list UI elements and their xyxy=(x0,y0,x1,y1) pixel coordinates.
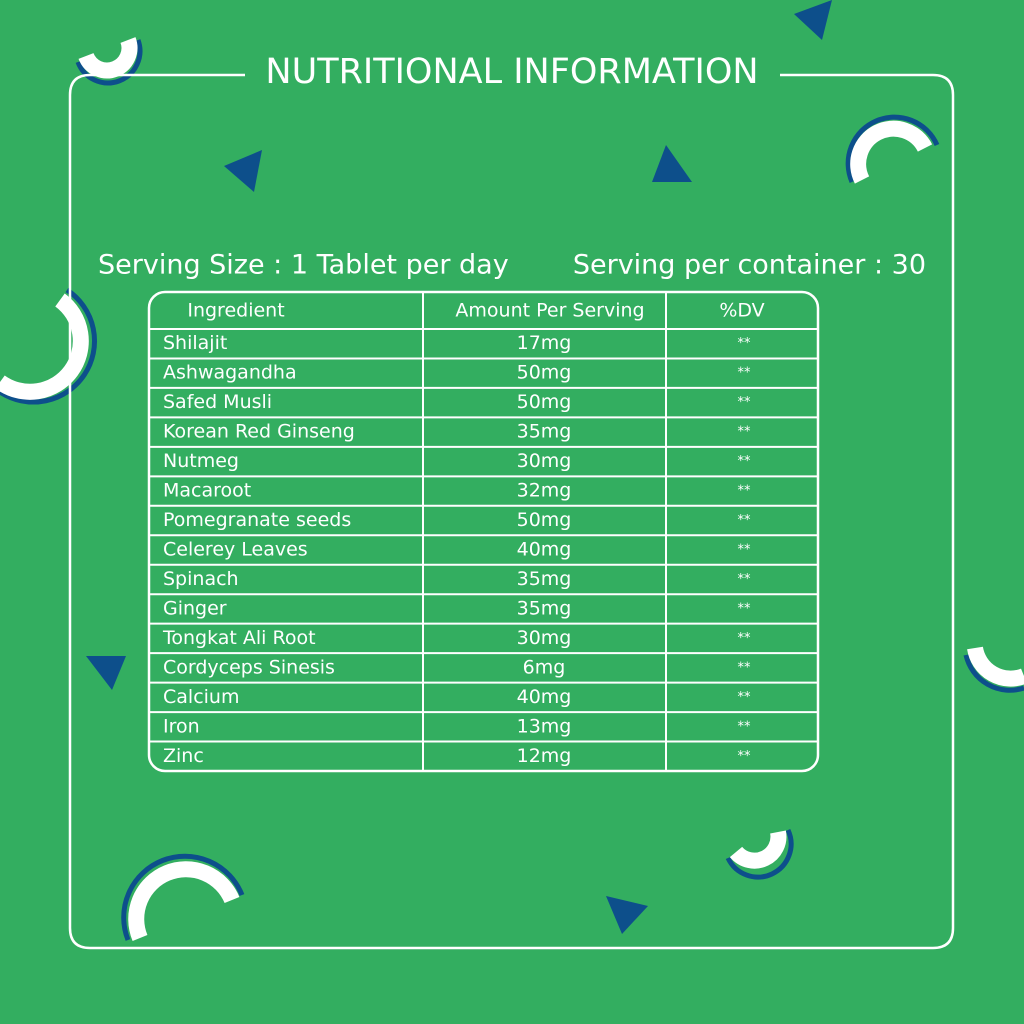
column-header: %DV xyxy=(719,300,764,322)
servings-per-container: Serving per container : 30 xyxy=(573,250,926,281)
ingredient-cell: Nutmeg xyxy=(163,450,239,472)
ingredient-cell: Korean Red Ginseng xyxy=(163,421,355,443)
amount-cell: 17mg xyxy=(517,332,572,354)
ingredient-cell: Spinach xyxy=(163,568,239,590)
dv-cell: ** xyxy=(738,513,752,528)
dv-cell: ** xyxy=(738,454,752,469)
dv-cell: ** xyxy=(738,425,752,440)
ingredient-cell: Cordyceps Sinesis xyxy=(163,656,335,678)
amount-cell: 40mg xyxy=(517,539,572,561)
amount-cell: 32mg xyxy=(517,480,572,502)
dv-cell: ** xyxy=(738,631,752,646)
frame xyxy=(68,73,955,950)
ingredient-cell: Safed Musli xyxy=(163,391,272,413)
dv-cell: ** xyxy=(738,660,752,675)
title: NUTRITIONAL INFORMATION xyxy=(265,52,758,92)
dv-cell: ** xyxy=(738,395,752,410)
serving-size: Serving Size : 1 Tablet per day xyxy=(98,250,509,281)
dv-cell: ** xyxy=(738,366,752,381)
amount-cell: 35mg xyxy=(517,597,572,619)
column-header: Ingredient xyxy=(187,300,284,322)
ingredient-cell: Calcium xyxy=(163,686,239,708)
decorations xyxy=(0,0,1024,942)
ingredient-cell: Ashwagandha xyxy=(163,362,297,384)
dv-cell: ** xyxy=(738,690,752,705)
amount-cell: 30mg xyxy=(517,450,572,472)
column-header: Amount Per Serving xyxy=(455,300,644,322)
ingredient-cell: Zinc xyxy=(163,745,204,767)
amount-cell: 40mg xyxy=(517,686,572,708)
ingredient-cell: Tongkat Ali Root xyxy=(162,627,316,649)
ingredient-cell: Celerey Leaves xyxy=(163,539,308,561)
amount-cell: 50mg xyxy=(517,391,572,413)
amount-cell: 13mg xyxy=(517,715,572,737)
dv-cell: ** xyxy=(738,572,752,587)
dv-cell: ** xyxy=(738,543,752,558)
ingredient-cell: Ginger xyxy=(163,597,227,619)
amount-cell: 50mg xyxy=(517,362,572,384)
amount-cell: 35mg xyxy=(517,421,572,443)
table-border xyxy=(147,290,820,773)
dv-cell: ** xyxy=(738,336,752,351)
ingredient-cell: Shilajit xyxy=(163,332,227,354)
ingredient-cell: Pomegranate seeds xyxy=(163,509,351,531)
ingredient-cell: Iron xyxy=(163,715,200,737)
dv-cell: ** xyxy=(738,719,752,734)
amount-cell: 6mg xyxy=(523,656,566,678)
amount-cell: 30mg xyxy=(517,627,572,649)
amount-cell: 12mg xyxy=(517,745,572,767)
dv-cell: ** xyxy=(738,484,752,499)
dv-cell: ** xyxy=(738,749,752,764)
dv-cell: ** xyxy=(738,601,752,616)
amount-cell: 50mg xyxy=(517,509,572,531)
amount-cell: 35mg xyxy=(517,568,572,590)
ingredient-cell: Macaroot xyxy=(163,480,251,502)
